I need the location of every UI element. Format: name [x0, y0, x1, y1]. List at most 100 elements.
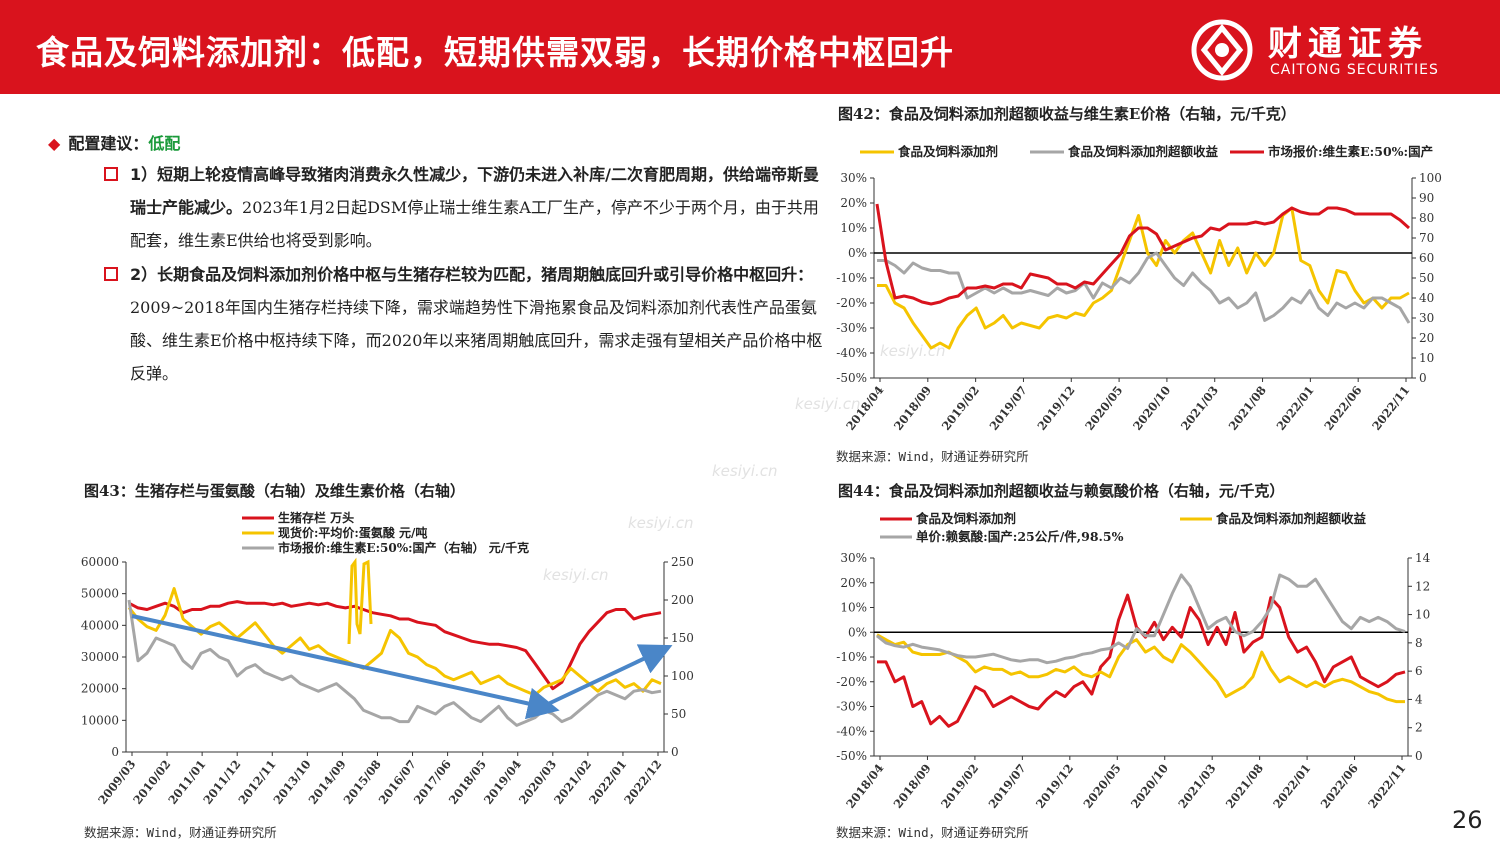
- left-tick-label: 0%: [848, 625, 867, 639]
- point-text: 1）短期上轮疫情高峰导致猪肉消费永久性减少，下游仍未进入补库/二次育肥周期，供给…: [130, 158, 830, 257]
- point-1: 1）短期上轮疫情高峰导致猪肉消费永久性减少，下游仍未进入补库/二次育肥周期，供给…: [104, 158, 824, 258]
- left-tick-label: 20%: [840, 196, 867, 210]
- chart-title-fig44: 图44：食品及饲料添加剂超额收益与赖氨酸价格（右轴，元/千克）: [838, 482, 1285, 500]
- right-tick-label: 12: [1415, 579, 1430, 593]
- chart-fig43: 60000 50000 40000 30000 20000 10000 0 250 200 150…: [81, 510, 694, 807]
- x-tick-label: 2018/09: [891, 383, 934, 433]
- trend-arrow-up: [547, 644, 673, 706]
- series-line: [877, 206, 1410, 350]
- left-tick-label: 0%: [848, 246, 867, 260]
- left-tick-label: -20%: [836, 296, 867, 310]
- left-tick-label: 30000: [81, 650, 119, 664]
- x-tick-label: 2022/06: [1321, 383, 1364, 433]
- right-tick-label: 90: [1419, 191, 1434, 205]
- left-tick-label: 40000: [81, 618, 119, 632]
- trend-arrow-down: [131, 614, 560, 720]
- point-bold: 1）短期上轮疫情高峰导致猪肉消费永久性减少，下游仍未进入补库/二次育肥周期，供给…: [130, 165, 819, 217]
- right-tick-label: 100: [671, 669, 694, 683]
- left-tick-label: -40%: [836, 724, 867, 738]
- right-tick-label: 20: [1419, 331, 1434, 345]
- series-line: [127, 587, 662, 697]
- logo-text-cn: 财通证券: [1268, 24, 1428, 64]
- watermark: kesiyi.cn: [712, 462, 778, 480]
- company-logo: 财通证券 CAITONG SECURITIES: [1190, 12, 1490, 84]
- point-body: 2009~2018年国内生猪存栏持续下降，需求端趋势性下滑拖累食品及饲料添加剂代…: [130, 298, 823, 383]
- x-tick-label: 2018/09: [891, 761, 934, 811]
- left-tick-label: 30%: [840, 171, 867, 185]
- x-tick-label: 2018/04: [843, 383, 886, 433]
- x-tick-label: 2019/12: [1033, 761, 1076, 811]
- left-tick-label: -20%: [836, 675, 867, 689]
- right-tick-label: 200: [671, 593, 694, 607]
- page-title: 食品及饲料添加剂：低配，短期供需双弱，长期价格中枢回升: [36, 33, 954, 72]
- x-tick-label: 2019/02: [938, 761, 981, 811]
- right-tick-label: 30: [1419, 311, 1434, 325]
- legend-label: 食品及饲料添加剂超额收益: [1067, 144, 1219, 159]
- right-tick-label: 60: [1419, 251, 1434, 265]
- x-tick-label: 2022/11: [1365, 761, 1408, 811]
- chart-source-fig44: 数据来源：Wind，财通证券研究所: [836, 825, 1029, 840]
- series-line: [127, 599, 662, 727]
- legend-label: 单价:赖氨酸:国产:25公斤/件,98.5%: [916, 529, 1124, 544]
- watermark: kesiyi.cn: [543, 566, 609, 584]
- x-tick-label: 2019/07: [986, 761, 1029, 811]
- legend-label: 食品及饲料添加剂超额收益: [1215, 511, 1367, 526]
- series-line: [875, 203, 1410, 306]
- x-tick-label: 2019/02: [939, 383, 982, 433]
- right-tick-label: 14: [1415, 551, 1431, 565]
- x-tick-label: 2022/06: [1318, 761, 1361, 811]
- chart-source-fig43: 数据来源：Wind，财通证券研究所: [84, 825, 277, 840]
- series-line: [877, 251, 1411, 324]
- x-tick-label: 2022/01: [1270, 761, 1313, 811]
- right-tick-label: 8: [1415, 636, 1423, 650]
- left-tick-label: 20%: [840, 576, 867, 590]
- watermark: kesiyi.cn: [628, 514, 694, 532]
- legend-label: 现货价:平均价:蛋氨酸 元/吨: [278, 525, 427, 540]
- x-tick-label: 2021/03: [1178, 383, 1221, 433]
- x-tick-label: 2022/11: [1369, 383, 1412, 433]
- legend-label: 食品及饲料添加剂: [897, 144, 998, 159]
- page-number: 26: [1452, 806, 1483, 834]
- legend-label: 市场报价:维生素E:50%:国产（右轴） 元/千克: [278, 540, 529, 555]
- chart-title-fig43: 图43：生猪存栏与蛋氨酸（右轴）及维生素价格（右轴）: [84, 482, 465, 500]
- chart-fig42: 30%20%10%0%-10%-20%-30%-40%-50%100908070…: [836, 144, 1442, 433]
- x-tick-label: 2019/12: [1034, 383, 1077, 433]
- logo-text-en: CAITONG SECURITIES: [1270, 62, 1439, 78]
- left-tick-label: 10%: [840, 601, 867, 615]
- logo-emblem-icon: [1191, 19, 1253, 81]
- recommendation-label: 配置建议：: [68, 134, 149, 153]
- point-text: 2）长期食品及饲料添加剂价格中枢与生猪存栏较为匹配，猪周期触底回升或引导价格中枢…: [130, 258, 830, 390]
- chart-title-fig42: 图42：食品及饲料添加剂超额收益与维生素E价格（右轴，元/千克）: [838, 105, 1296, 123]
- left-tick-label: -10%: [836, 650, 867, 664]
- right-tick-label: 40: [1419, 291, 1434, 305]
- series-line: [876, 573, 1406, 665]
- right-tick-label: 0: [671, 745, 679, 759]
- x-tick-label: 2022/01: [1274, 383, 1317, 433]
- series-line: [128, 600, 662, 691]
- left-tick-label: -10%: [836, 271, 867, 285]
- right-tick-label: 50: [671, 707, 686, 721]
- point-body: 2023年1月2日起DSM停止瑞士维生素A工厂生产，停产不少于两个月，由于共用配…: [130, 198, 819, 250]
- right-tick-label: 10: [1419, 351, 1434, 365]
- right-tick-label: 150: [671, 631, 694, 645]
- left-tick-label: 0: [111, 745, 119, 759]
- left-tick-label: -30%: [836, 700, 867, 714]
- left-tick-label: 10000: [81, 713, 119, 727]
- x-tick-label: 2020/05: [1082, 383, 1125, 433]
- right-tick-label: 250: [671, 555, 694, 569]
- x-tick-label: 2020/10: [1128, 761, 1171, 811]
- right-tick-label: 70: [1419, 231, 1434, 245]
- series-line: [876, 633, 1405, 704]
- series-line: [877, 593, 1406, 728]
- left-tick-label: 50000: [81, 587, 119, 601]
- square-bullet-icon: [104, 267, 118, 281]
- diamond-bullet-icon: ◆: [48, 134, 61, 153]
- x-tick-label: 2020/10: [1130, 383, 1173, 433]
- point-2: 2）长期食品及饲料添加剂价格中枢与生猪存栏较为匹配，猪周期触底回升或引导价格中枢…: [104, 258, 824, 398]
- right-tick-label: 10: [1415, 608, 1430, 622]
- left-tick-label: 30%: [840, 551, 867, 565]
- legend-label: 市场报价:维生素E:50%:国产: [1268, 144, 1433, 159]
- x-tick-label: 2021/03: [1175, 761, 1218, 811]
- right-tick-label: 50: [1419, 271, 1434, 285]
- chart-fig44: 30% 20% 10% 0% -10% -20% -30% -40% -50% 14 12 10 8 6 4…: [836, 511, 1431, 811]
